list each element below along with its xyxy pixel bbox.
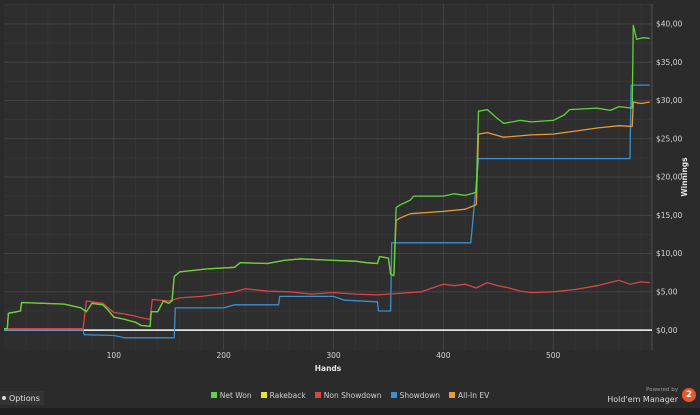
y-tick-label: $10,00	[656, 249, 682, 258]
legend-label: All-In EV	[458, 390, 490, 400]
options-label: Options	[9, 393, 40, 403]
legend-item-non-showdown[interactable]: Non Showdown	[314, 388, 382, 402]
legend-item-all-in-ev[interactable]: All-In EV	[449, 388, 489, 402]
legend-item-rakeback[interactable]: Rakeback	[260, 388, 306, 402]
y-tick-label: $5,00	[656, 288, 678, 297]
legend-swatch	[210, 392, 217, 398]
x-tick-label: 200	[216, 351, 231, 360]
x-tick-label: 500	[546, 351, 561, 360]
x-tick-label: 400	[436, 351, 451, 360]
x-tick-label: 300	[326, 351, 341, 360]
y-tick-label: $30,00	[656, 96, 682, 105]
y-tick-label: $35,00	[656, 58, 682, 67]
legend-item-net-won[interactable]: Net Won	[210, 388, 252, 402]
options-icon	[2, 396, 6, 400]
legend-label: Rakeback	[269, 390, 306, 400]
brand: Powered by Hold'em Manager 2	[607, 386, 696, 404]
x-axis-title: Hands	[315, 364, 342, 373]
legend-item-showdown[interactable]: Showdown	[390, 388, 441, 402]
taskbar	[0, 408, 700, 415]
y-axis-ticks: $0,00 $5,00 $10,00 $15,00 $20,00 $25,00 $30,00…	[656, 20, 682, 335]
legend-swatch	[449, 392, 456, 398]
brand-name: Hold'em Manager	[607, 395, 678, 404]
legend-swatch	[314, 392, 321, 398]
legend-swatch	[260, 392, 267, 398]
brand-powered-by: Powered by	[646, 387, 678, 393]
legend-label: Net Won	[219, 390, 252, 400]
x-axis-ticks: 100 200 300 400 500	[107, 351, 561, 360]
y-tick-label: $15,00	[656, 211, 682, 220]
series-line-net-won	[4, 24, 650, 330]
y-tick-label: $40,00	[656, 20, 682, 29]
series-line-non-showdown	[4, 279, 650, 330]
winnings-chart: 100 200 300 400 500 $0,00 $5,00 $10,00 $15,00 $2…	[4, 4, 689, 373]
x-tick-label: 100	[107, 351, 122, 360]
series-line-showdown	[4, 84, 650, 339]
legend-swatch	[390, 392, 397, 398]
y-axis-title: Winnings	[680, 157, 689, 197]
options-button[interactable]: Options	[0, 391, 44, 405]
legend-label: Non Showdown	[323, 390, 382, 400]
chart-legend: Net Won Rakeback Non Showdown Showdown All-I…	[0, 388, 700, 402]
brand-logo-icon: 2	[682, 388, 696, 402]
series-lines	[4, 24, 650, 339]
y-tick-label: $0,00	[656, 326, 678, 335]
legend-label: Showdown	[399, 390, 441, 400]
y-tick-label: $20,00	[656, 173, 682, 182]
grid-lines	[4, 4, 653, 350]
y-tick-label: $25,00	[656, 134, 682, 143]
